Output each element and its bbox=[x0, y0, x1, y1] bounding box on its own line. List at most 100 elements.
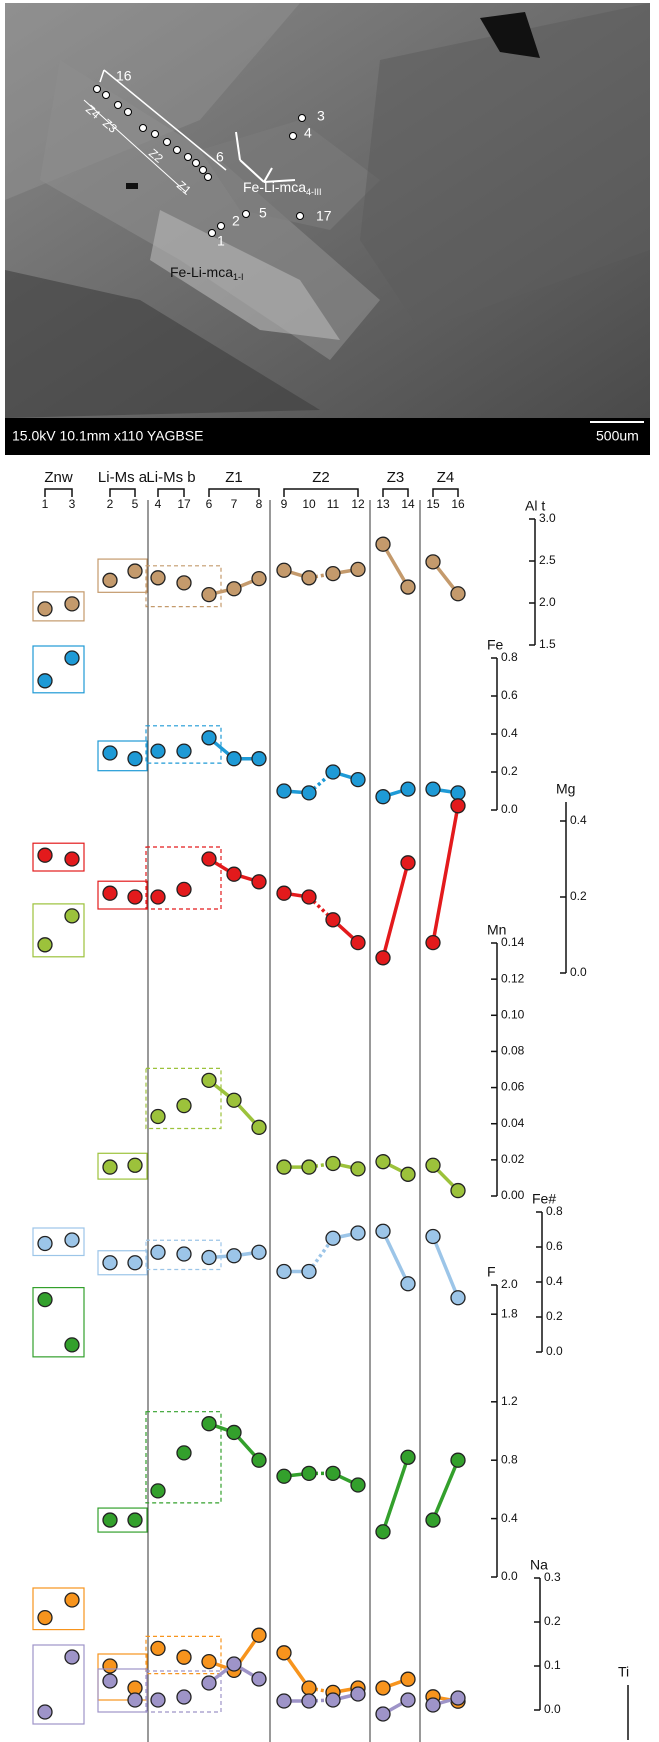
data-point bbox=[426, 555, 440, 569]
sample-label: 15 bbox=[426, 497, 440, 511]
phase-name: Fe-Li-mca bbox=[243, 179, 306, 195]
group-bracket bbox=[45, 489, 72, 497]
spot-label: 2 bbox=[232, 213, 240, 229]
analysis-spot bbox=[299, 115, 306, 122]
data-point bbox=[38, 1293, 52, 1307]
data-point bbox=[277, 1694, 291, 1708]
phase-sub: 1-I bbox=[233, 272, 244, 282]
analysis-spot bbox=[152, 131, 159, 138]
data-point bbox=[227, 867, 241, 881]
sample-label: 8 bbox=[256, 497, 263, 511]
group-bracket bbox=[383, 489, 408, 497]
data-point bbox=[65, 597, 79, 611]
tick-label: 0.00 bbox=[501, 1188, 525, 1202]
data-point bbox=[202, 1073, 216, 1087]
data-point bbox=[202, 852, 216, 866]
data-point bbox=[65, 1650, 79, 1664]
data-point bbox=[302, 1160, 316, 1174]
data-point bbox=[177, 1247, 191, 1261]
data-point bbox=[65, 1338, 79, 1352]
data-point bbox=[103, 1674, 117, 1688]
data-point bbox=[451, 786, 465, 800]
data-point bbox=[128, 752, 142, 766]
data-point bbox=[177, 576, 191, 590]
sample-label: 4 bbox=[155, 497, 162, 511]
data-point bbox=[177, 1099, 191, 1113]
data-point bbox=[65, 852, 79, 866]
data-point bbox=[302, 1694, 316, 1708]
data-point bbox=[376, 1681, 390, 1695]
spot-label: 16 bbox=[116, 68, 132, 84]
tick-label: 3.0 bbox=[539, 511, 556, 525]
data-point bbox=[376, 951, 390, 965]
sample-label: 10 bbox=[302, 497, 316, 511]
data-point bbox=[401, 782, 415, 796]
analysis-spot bbox=[218, 223, 225, 230]
data-point bbox=[128, 1256, 142, 1270]
data-point bbox=[401, 1672, 415, 1686]
analysis-spot bbox=[174, 147, 181, 154]
tick-label: 0.02 bbox=[501, 1152, 525, 1166]
data-point bbox=[376, 1224, 390, 1238]
analysis-spot bbox=[115, 102, 122, 109]
group-bracket bbox=[433, 489, 458, 497]
data-point bbox=[65, 1593, 79, 1607]
data-point bbox=[326, 567, 340, 581]
tick-label: 0.4 bbox=[546, 1274, 563, 1288]
data-point bbox=[277, 563, 291, 577]
tick-label: 0.06 bbox=[501, 1080, 525, 1094]
tick-label: 0.8 bbox=[501, 650, 518, 664]
data-point bbox=[65, 651, 79, 665]
data-point bbox=[103, 1513, 117, 1527]
analysis-spot bbox=[103, 92, 110, 99]
tick-label: 1.8 bbox=[501, 1306, 518, 1320]
data-point bbox=[277, 886, 291, 900]
group-label: Z2 bbox=[312, 469, 330, 486]
group-label: Z3 bbox=[387, 469, 405, 486]
data-point bbox=[128, 1158, 142, 1172]
data-point bbox=[252, 752, 266, 766]
spot-label: 17 bbox=[316, 208, 332, 224]
analysis-spot bbox=[94, 86, 101, 93]
tick-label: 0.3 bbox=[544, 1570, 561, 1584]
data-point bbox=[177, 1690, 191, 1704]
sample-label: 2 bbox=[107, 497, 114, 511]
connector bbox=[433, 1237, 458, 1298]
data-point bbox=[103, 886, 117, 900]
sem-caption: 15.0kV 10.1mm x110 YAGBSE bbox=[12, 428, 203, 444]
tick-label: 0.2 bbox=[570, 889, 587, 903]
data-point bbox=[151, 1693, 165, 1707]
data-point bbox=[401, 1167, 415, 1181]
tick-label: 0.6 bbox=[501, 688, 518, 702]
spot-label: 3 bbox=[317, 108, 325, 124]
data-point bbox=[252, 1120, 266, 1134]
sample-label: 1 bbox=[42, 497, 49, 511]
data-point bbox=[177, 744, 191, 758]
tick-label: 0.4 bbox=[501, 726, 518, 740]
data-point bbox=[326, 913, 340, 927]
tick-label: 0.1 bbox=[544, 1658, 561, 1672]
data-point bbox=[227, 752, 241, 766]
data-point bbox=[351, 1162, 365, 1176]
data-point bbox=[277, 1160, 291, 1174]
data-point bbox=[376, 1707, 390, 1721]
data-point bbox=[426, 1698, 440, 1712]
data-point bbox=[177, 1650, 191, 1664]
data-point bbox=[38, 1237, 52, 1251]
data-point bbox=[277, 1646, 291, 1660]
data-point bbox=[227, 1425, 241, 1439]
sample-label: 17 bbox=[177, 497, 191, 511]
phase-label: Fe-Li-mca1-I bbox=[170, 264, 244, 283]
data-point bbox=[451, 1453, 465, 1467]
data-point bbox=[302, 1466, 316, 1480]
data-point bbox=[277, 1265, 291, 1279]
phase-name: Fe-Li-mca bbox=[170, 264, 233, 280]
sample-label: 9 bbox=[281, 497, 288, 511]
tick-label: 0.0 bbox=[501, 1569, 518, 1583]
sample-label: 3 bbox=[69, 497, 76, 511]
analysis-spot bbox=[193, 160, 200, 167]
data-point bbox=[252, 875, 266, 889]
analysis-spot bbox=[297, 213, 304, 220]
data-point bbox=[302, 1681, 316, 1695]
data-point bbox=[151, 571, 165, 585]
